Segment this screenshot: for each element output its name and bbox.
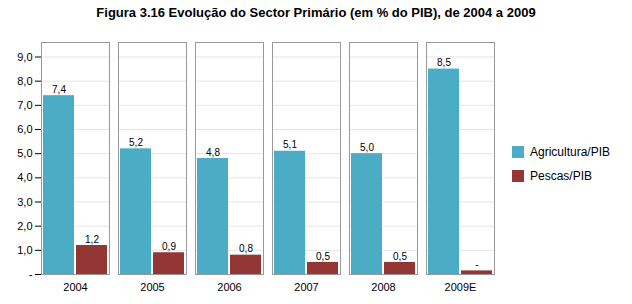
- svg-text:3,0: 3,0: [17, 196, 32, 208]
- svg-text:0,9: 0,9: [162, 241, 176, 252]
- svg-text:7,4: 7,4: [52, 84, 66, 95]
- svg-text:0,5: 0,5: [393, 251, 407, 262]
- svg-text:0,8: 0,8: [239, 243, 253, 254]
- svg-text:2004: 2004: [63, 281, 87, 293]
- svg-text:5,2: 5,2: [129, 137, 143, 148]
- svg-text:1,2: 1,2: [85, 234, 99, 245]
- svg-text:5,0: 5,0: [17, 147, 32, 159]
- svg-text:-: -: [29, 268, 33, 280]
- svg-text:4,8: 4,8: [206, 147, 220, 158]
- svg-text:5,0: 5,0: [360, 142, 374, 153]
- svg-text:1,0: 1,0: [17, 244, 32, 256]
- svg-text:7,0: 7,0: [17, 99, 32, 111]
- html-text:Agricultura/PIB: Agricultura/PIB: [530, 145, 610, 159]
- svg-text:-: -: [475, 259, 478, 270]
- svg-text:2009E: 2009E: [445, 281, 477, 293]
- html-text:Figura 3.16 Evolução do Sector: Figura 3.16 Evolução do Sector Primário …: [96, 5, 536, 20]
- svg-text:0,5: 0,5: [316, 251, 330, 262]
- svg-text:2,0: 2,0: [17, 220, 32, 232]
- svg-text:2006: 2006: [217, 281, 241, 293]
- svg-text:2007: 2007: [294, 281, 318, 293]
- svg-text:2005: 2005: [140, 281, 164, 293]
- svg-text:4,0: 4,0: [17, 171, 32, 183]
- svg-text:8,5: 8,5: [437, 57, 451, 68]
- html-text:Pescas/PIB: Pescas/PIB: [530, 169, 592, 183]
- svg-text:6,0: 6,0: [17, 123, 32, 135]
- svg-text:8,0: 8,0: [17, 75, 32, 87]
- svg-text:9,0: 9,0: [17, 51, 32, 63]
- svg-text:2008: 2008: [371, 281, 395, 293]
- svg-text:5,1: 5,1: [283, 139, 297, 150]
